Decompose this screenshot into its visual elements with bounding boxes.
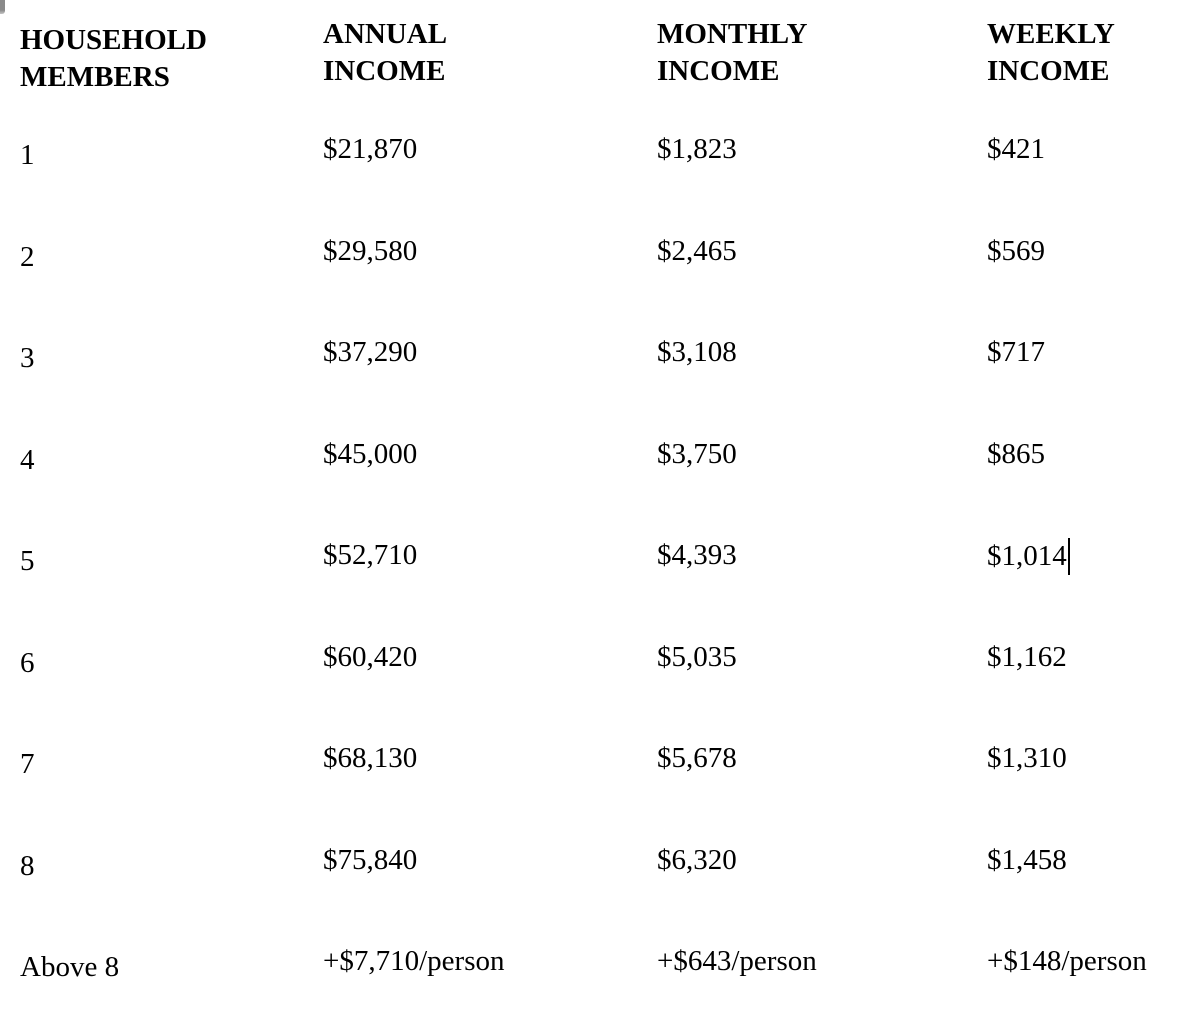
cell-weekly[interactable]: $1,014 [987,538,1190,640]
cell-monthly[interactable]: $5,035 [657,640,737,673]
cell-annual[interactable]: $68,130 [323,742,418,774]
header-line: INCOME [657,55,780,87]
col-header-annual-income[interactable]: ANNUAL INCOME [323,16,657,132]
header-line: MONTHLY [657,18,808,50]
income-eligibility-table: HOUSEHOLD MEMBERS ANNUAL INCOME MONTHLY … [20,16,1190,984]
cell-monthly[interactable]: $1,823 [657,133,737,165]
col-header-monthly-income[interactable]: MONTHLY INCOME [657,16,987,132]
col-header-weekly-income[interactable]: WEEKLY INCOME [987,16,1190,132]
cell-annual[interactable]: $52,710 [323,539,418,571]
cell-members[interactable]: 4 [20,443,35,476]
header-line: ANNUAL [323,18,448,50]
cell-monthly[interactable]: $5,678 [657,742,737,774]
cell-weekly[interactable]: $1,162 [987,640,1067,673]
cell-members[interactable]: 6 [20,646,35,679]
header-line: MEMBERS [20,61,170,93]
cell-annual[interactable]: $75,840 [323,843,418,876]
cell-weekly[interactable]: $1,458 [987,843,1067,876]
cell-annual[interactable]: $29,580 [323,234,418,267]
cell-weekly[interactable]: $421 [987,133,1045,165]
cell-monthly[interactable]: $4,393 [657,539,737,571]
cell-members[interactable]: 7 [20,748,35,780]
cell-monthly[interactable]: $3,750 [657,437,737,470]
text-cursor [1067,538,1070,575]
col-header-household-members[interactable]: HOUSEHOLD MEMBERS [20,16,323,132]
window-corner-fragment [0,0,5,14]
cell-weekly[interactable]: $569 [987,234,1045,267]
cell-members[interactable]: 1 [20,139,35,171]
cell-weekly[interactable]: $865 [987,437,1045,470]
cell-weekly[interactable]: $1,310 [987,742,1067,774]
cell-members[interactable]: 2 [20,240,35,273]
cell-members[interactable]: Above 8 [20,951,120,983]
cell-annual[interactable]: $21,870 [323,133,418,165]
cell-annual[interactable]: $37,290 [323,336,418,368]
cell-weekly[interactable]: +$148/person [987,945,1147,977]
cell-monthly[interactable]: $2,465 [657,234,737,267]
header-line: HOUSEHOLD [20,24,207,56]
cell-weekly[interactable]: $717 [987,336,1045,368]
header-line: INCOME [323,55,446,87]
cell-monthly[interactable]: +$643/person [657,945,817,977]
cell-monthly[interactable]: $3,108 [657,336,737,368]
cell-annual[interactable]: $45,000 [323,437,418,470]
cell-members[interactable]: 8 [20,849,35,882]
header-line: WEEKLY [987,18,1115,50]
cell-members[interactable]: 5 [20,545,35,577]
cell-annual[interactable]: +$7,710/person [323,945,505,977]
header-line: INCOME [987,55,1110,87]
cell-annual[interactable]: $60,420 [323,640,418,673]
cell-monthly[interactable]: $6,320 [657,843,737,876]
cell-weekly-text: $1,014 [987,540,1067,572]
cell-members[interactable]: 3 [20,342,35,374]
